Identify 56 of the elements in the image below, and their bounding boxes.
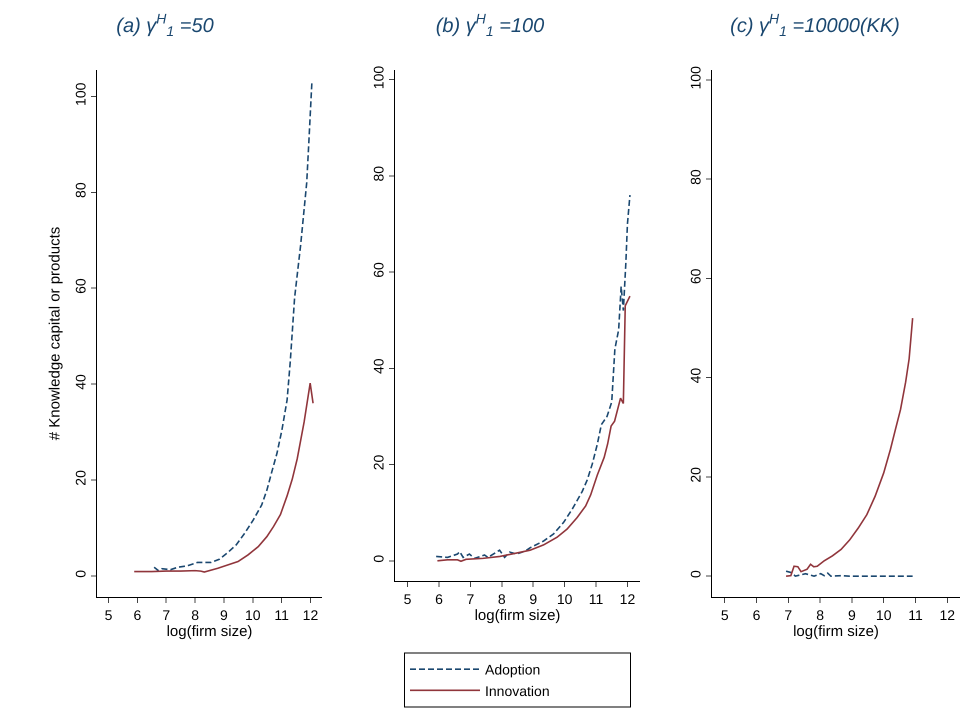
y-tick-label: 20 [687, 466, 704, 483]
x-tick-label: 7 [466, 590, 474, 607]
x-tick-label: 11 [588, 590, 604, 607]
x-axis-title: log(firm size) [793, 622, 879, 640]
x-tick-label: 8 [498, 590, 506, 607]
y-tick-label: 0 [370, 554, 386, 563]
x-tick-label: 5 [720, 606, 729, 623]
x-tick-label: 12 [939, 606, 956, 623]
line-series [785, 317, 914, 577]
y-tick-label: 80 [370, 166, 386, 182]
x-tick-label: 12 [620, 590, 636, 607]
x-tick-label: 5 [404, 590, 412, 607]
x-tick-label: 8 [816, 606, 824, 623]
x-tick-label: 10 [876, 606, 892, 623]
line-series [436, 295, 631, 562]
x-tick-label: 6 [133, 606, 142, 623]
y-tick-label: 20 [370, 454, 386, 470]
x-tick-label: 5 [104, 606, 113, 623]
x-axis-title: log(firm size) [166, 622, 252, 640]
y-tick-label: 100 [370, 66, 386, 90]
y-tick-label: 100 [72, 82, 88, 106]
x-tick-label: 7 [784, 606, 792, 623]
y-tick-label: 40 [687, 368, 704, 384]
y-axis-title: # Knowledge capital or products [46, 226, 64, 440]
legend-label: Innovation [485, 682, 550, 699]
y-tick-label: 0 [72, 570, 88, 578]
x-tick-label: 6 [752, 606, 761, 623]
x-tick-label: 11 [274, 606, 290, 623]
y-tick-label: 40 [72, 374, 88, 390]
x-tick-label: 10 [244, 606, 261, 623]
x-tick-label: 7 [162, 606, 170, 623]
legend-label: Adoption [485, 662, 540, 678]
y-tick-label: 60 [687, 268, 704, 284]
y-tick-label: 60 [370, 262, 386, 278]
chart-title: (b) γ$^{H}$$_{1}$ =100 [436, 10, 544, 40]
chart-title: (c) γ$^{H}$$_{1}$ =10000(KK) [730, 10, 900, 40]
y-tick-label: 40 [370, 358, 386, 374]
y-tick-label: 80 [72, 182, 88, 198]
x-tick-label: 12 [302, 606, 318, 623]
x-tick-label: 9 [529, 590, 538, 607]
line-series [133, 382, 314, 573]
x-tick-label: 6 [435, 590, 444, 607]
x-tick-label: 9 [848, 606, 856, 623]
x-tick-label: 9 [220, 606, 228, 623]
y-tick-label: 60 [72, 278, 88, 294]
y-tick-label: 100 [687, 66, 704, 90]
y-tick-label: 0 [687, 570, 704, 578]
y-tick-label: 80 [687, 169, 704, 185]
x-tick-label: 10 [556, 590, 573, 607]
chart-title: (a) γ$^{H}$$_{1}$ =50 [116, 10, 214, 40]
x-tick-label: 8 [191, 606, 200, 623]
line-series [435, 194, 631, 560]
x-tick-label: 11 [908, 606, 923, 623]
x-axis-title: log(firm size) [474, 606, 560, 624]
line-series [153, 81, 313, 572]
y-tick-label: 20 [72, 470, 88, 486]
